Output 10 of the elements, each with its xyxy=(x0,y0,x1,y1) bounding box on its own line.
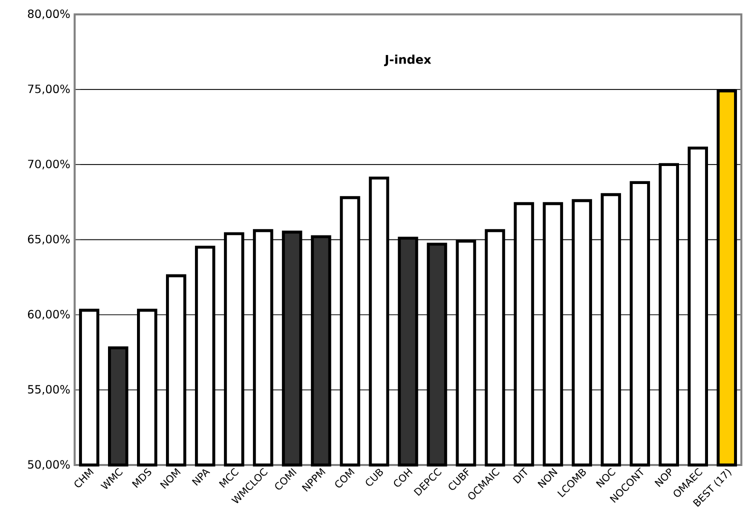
y-tick-label: 50,00% xyxy=(28,460,70,470)
y-tick-label: 65,00% xyxy=(28,234,70,245)
x-tick-label: NPA xyxy=(192,469,210,486)
text: J-index xyxy=(384,54,432,66)
y-tick-label: 70,00% xyxy=(28,160,70,170)
y-tick-label: 75,00% xyxy=(28,84,70,94)
y-tick-label: 80,00% xyxy=(28,9,70,20)
x-tick-label: DIT xyxy=(512,467,528,484)
y-tick-label: 55,00% xyxy=(28,385,70,395)
y-tick-label: 60,00% xyxy=(28,310,70,320)
